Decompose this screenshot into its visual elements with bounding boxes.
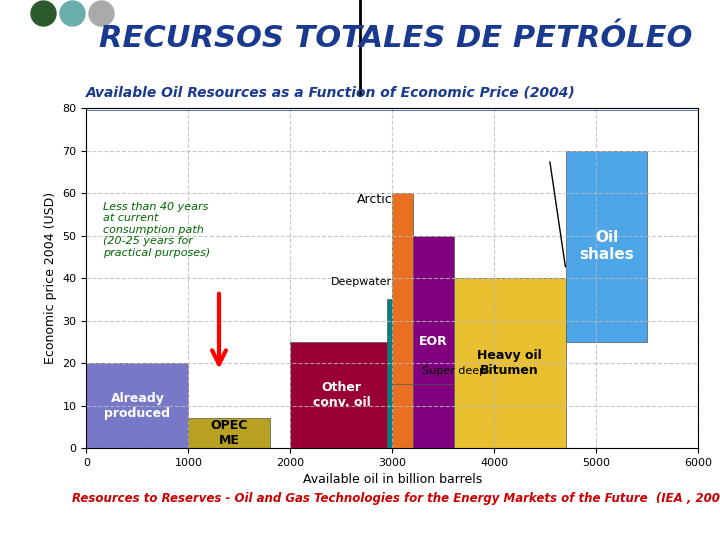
- Text: Other
conv. oil: Other conv. oil: [312, 381, 370, 409]
- FancyBboxPatch shape: [387, 299, 397, 448]
- Text: Already
produced: Already produced: [104, 392, 171, 420]
- Text: RECURSOS TOTALES DE PETRÓLEO: RECURSOS TOTALES DE PETRÓLEO: [99, 24, 693, 53]
- Text: EOR: EOR: [419, 335, 448, 348]
- Text: Oil
shales: Oil shales: [579, 230, 634, 262]
- Text: Available Oil Resources as a Function of Economic Price (2004): Available Oil Resources as a Function of…: [86, 86, 576, 100]
- FancyBboxPatch shape: [86, 363, 189, 448]
- Text: Less than 40 years
at current
consumption path
(20-25 years for
practical purpos: Less than 40 years at current consumptio…: [103, 201, 210, 258]
- Text: Deepwater: Deepwater: [331, 276, 392, 287]
- FancyBboxPatch shape: [189, 418, 270, 448]
- Text: Super deep: Super deep: [421, 366, 486, 376]
- Text: Heavy oil
Bitumen: Heavy oil Bitumen: [477, 349, 542, 377]
- FancyBboxPatch shape: [566, 151, 647, 342]
- Text: Arctic: Arctic: [357, 193, 393, 206]
- Text: OPEC
ME: OPEC ME: [210, 420, 248, 447]
- X-axis label: Available oil in billion barrels: Available oil in billion barrels: [303, 474, 482, 487]
- Y-axis label: Economic price 2004 (USD): Economic price 2004 (USD): [44, 192, 57, 364]
- FancyBboxPatch shape: [413, 235, 454, 448]
- FancyBboxPatch shape: [290, 342, 392, 448]
- Text: Resources to Reserves - Oil and Gas Technologies for the Energy Markets of the F: Resources to Reserves - Oil and Gas Tech…: [72, 492, 720, 505]
- FancyBboxPatch shape: [454, 278, 566, 448]
- FancyBboxPatch shape: [392, 193, 413, 448]
